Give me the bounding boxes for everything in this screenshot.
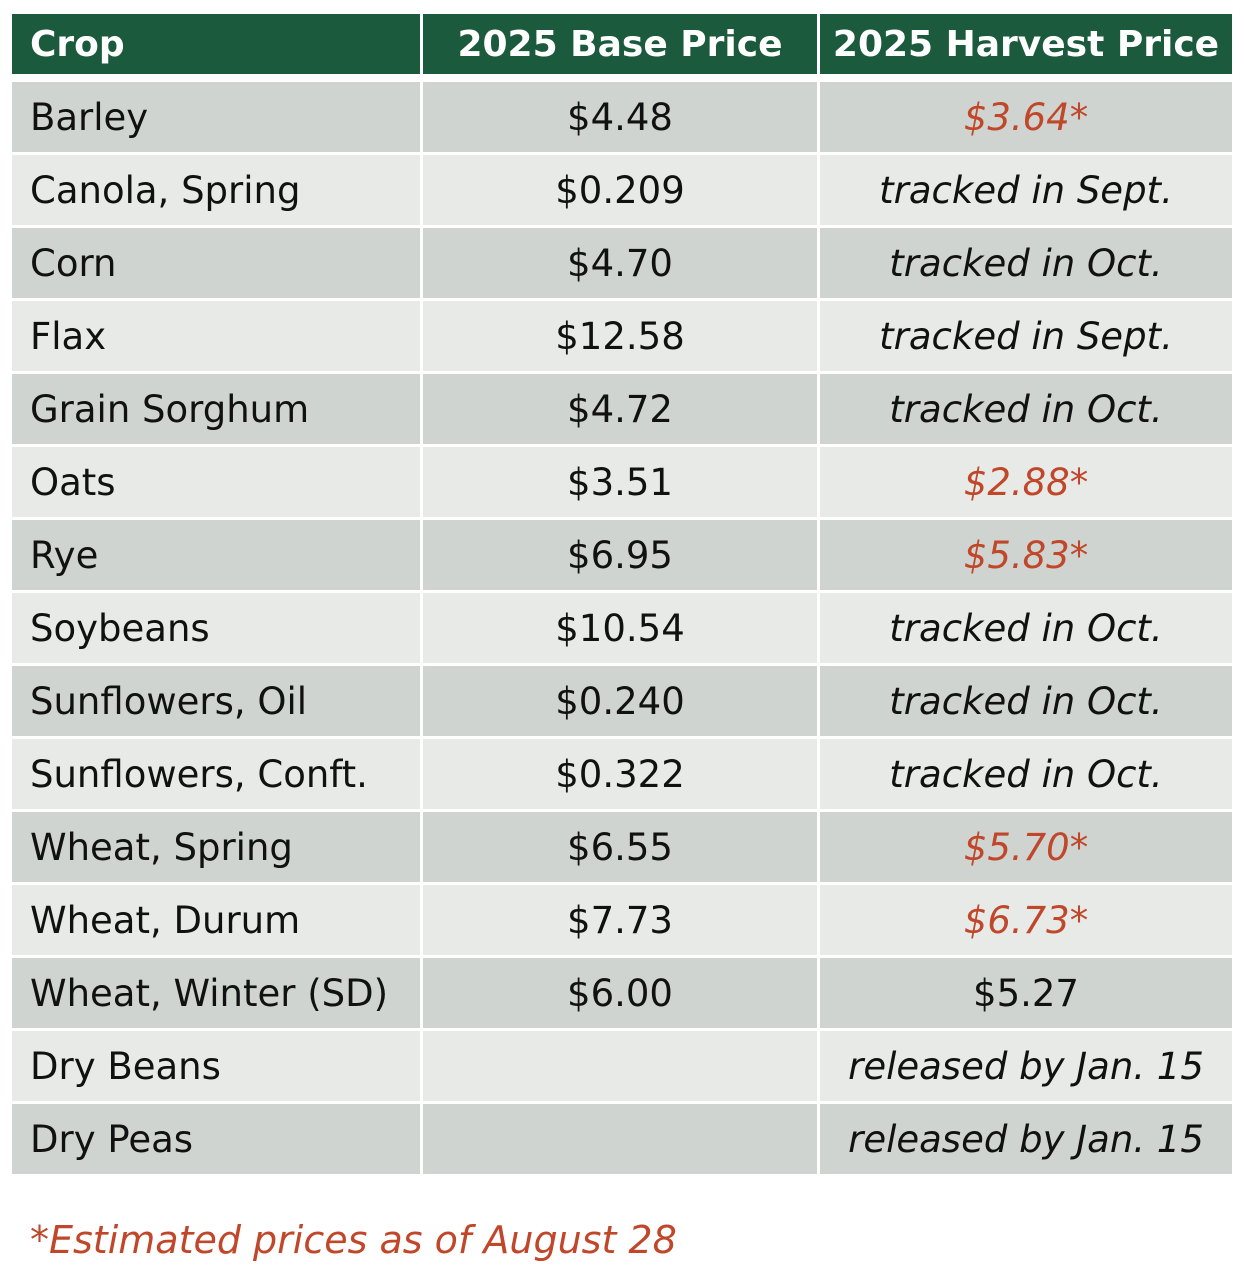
table-row: Barley $4.48 $3.64* [12,82,1232,155]
harvest-price-cell: $2.88* [820,447,1232,520]
base-price-cell [423,1031,820,1104]
base-price-cell: $4.48 [423,82,820,155]
crop-cell: Oats [12,447,423,520]
table-row: Corn $4.70 tracked in Oct. [12,228,1232,301]
table-row: Wheat, Durum $7.73 $6.73* [12,885,1232,958]
crop-cell: Rye [12,520,423,593]
base-price-cell: $6.00 [423,958,820,1031]
harvest-price-cell: tracked in Oct. [820,374,1232,447]
base-price-cell: $10.54 [423,593,820,666]
table-body: Barley $4.48 $3.64* Canola, Spring $0.209 tra… [12,82,1232,1177]
crop-cell: Sunflowers, Oil [12,666,423,739]
base-price-cell: $0.322 [423,739,820,812]
crop-cell: Corn [12,228,423,301]
table-row: Rye $6.95 $5.83* [12,520,1232,593]
header-row: Crop 2025 Base Price 2025 Harvest Price [12,14,1232,82]
harvest-price-cell: $3.64* [820,82,1232,155]
harvest-price-cell: released by Jan. 15 [820,1031,1232,1104]
crop-cell: Sunflowers, Conft. [12,739,423,812]
table-row: Flax $12.58 tracked in Sept. [12,301,1232,374]
harvest-price-cell: $5.27 [820,958,1232,1031]
harvest-price-cell: tracked in Oct. [820,593,1232,666]
crop-cell: Wheat, Winter (SD) [12,958,423,1031]
crop-cell: Canola, Spring [12,155,423,228]
base-price-cell [423,1104,820,1177]
harvest-price-cell: tracked in Sept. [820,155,1232,228]
harvest-price-cell: released by Jan. 15 [820,1104,1232,1177]
base-price-cell: $3.51 [423,447,820,520]
footnote: *Estimated prices as of August 28 [30,1218,677,1262]
table-row: Soybeans $10.54 tracked in Oct. [12,593,1232,666]
crop-cell: Soybeans [12,593,423,666]
table-header: Crop 2025 Base Price 2025 Harvest Price [12,14,1232,82]
crop-price-table: Crop 2025 Base Price 2025 Harvest Price … [12,14,1232,1177]
harvest-price-cell: tracked in Oct. [820,228,1232,301]
crop-cell: Dry Peas [12,1104,423,1177]
base-price-cell: $7.73 [423,885,820,958]
crop-cell: Wheat, Spring [12,812,423,885]
crop-cell: Barley [12,82,423,155]
table-row: Wheat, Winter (SD) $6.00 $5.27 [12,958,1232,1031]
base-price-cell: $6.95 [423,520,820,593]
base-price-cell: $4.72 [423,374,820,447]
crop-cell: Grain Sorghum [12,374,423,447]
header-crop: Crop [12,14,423,82]
harvest-price-cell: tracked in Oct. [820,666,1232,739]
header-base-price: 2025 Base Price [423,14,820,82]
base-price-cell: $12.58 [423,301,820,374]
table-row: Dry Beans released by Jan. 15 [12,1031,1232,1104]
table-row: Grain Sorghum $4.72 tracked in Oct. [12,374,1232,447]
base-price-cell: $4.70 [423,228,820,301]
harvest-price-cell: tracked in Sept. [820,301,1232,374]
table-row: Sunflowers, Conft. $0.322 tracked in Oct. [12,739,1232,812]
crop-cell: Dry Beans [12,1031,423,1104]
crop-cell: Wheat, Durum [12,885,423,958]
crop-cell: Flax [12,301,423,374]
harvest-price-cell: tracked in Oct. [820,739,1232,812]
header-harvest-price: 2025 Harvest Price [820,14,1232,82]
table-row: Oats $3.51 $2.88* [12,447,1232,520]
table-row: Wheat, Spring $6.55 $5.70* [12,812,1232,885]
harvest-price-cell: $5.83* [820,520,1232,593]
base-price-cell: $0.209 [423,155,820,228]
table-row: Sunflowers, Oil $0.240 tracked in Oct. [12,666,1232,739]
table-row: Canola, Spring $0.209 tracked in Sept. [12,155,1232,228]
base-price-cell: $0.240 [423,666,820,739]
table-row: Dry Peas released by Jan. 15 [12,1104,1232,1177]
harvest-price-cell: $5.70* [820,812,1232,885]
harvest-price-cell: $6.73* [820,885,1232,958]
base-price-cell: $6.55 [423,812,820,885]
